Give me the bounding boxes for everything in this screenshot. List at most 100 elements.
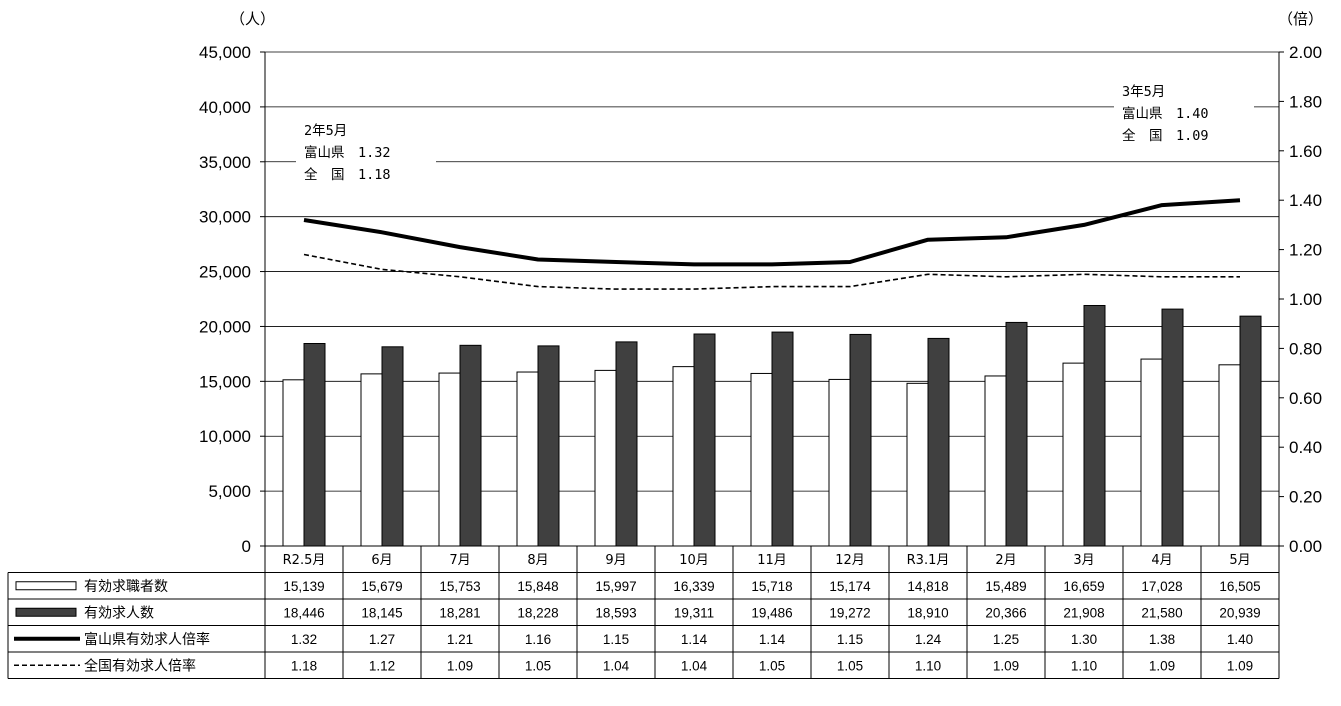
table-cell: 1.05 [525,658,551,673]
data-table: R2.5月 6月 7月 8月 9月 10月 11月 12月 R3.1月 2月 3月 4月 5月有効求職者… [7,545,1280,679]
table-cell: 1.21 [447,632,473,647]
left-tick-label: 15,000 [199,372,251,391]
table-cell: 15,489 [985,579,1026,594]
annotation-box [296,119,436,191]
category-label: 7月 [449,553,470,568]
right-tick-label: 1.60 [1289,142,1322,161]
right-tick-label: 1.20 [1289,241,1322,260]
left-tick-label: 20,000 [199,317,251,336]
category-label: 12月 [835,553,865,568]
table-cell: 1.12 [369,658,395,673]
job-seekers-bar [1218,364,1241,547]
table-cell: 15,174 [829,579,871,594]
left-tick-label: 25,000 [199,263,251,282]
toyama-ratio-line [303,198,1241,267]
category-label: 2月 [995,553,1016,568]
job-openings-bar [849,333,872,547]
table-cell: 15,753 [439,579,480,594]
job-seekers-bar [750,372,773,547]
row-label: 有効求人数 [84,605,154,621]
job-seekers-bar [1062,362,1085,547]
legend-key-seekers [15,581,77,591]
job-openings-bar [1239,315,1262,547]
right-tick-label: 0.00 [1289,537,1322,556]
left-tick-label: 40,000 [199,98,251,117]
table-cell: 18,446 [283,605,324,620]
right-tick-label: 0.40 [1289,438,1322,457]
job-seekers-bar [906,382,929,547]
table-cell: 1.24 [915,632,942,647]
table-cell: 18,145 [361,605,402,620]
table-cell: 1.05 [837,658,863,673]
table-cell: 16,659 [1063,579,1104,594]
ratio-lines [303,198,1241,290]
table-cell: 21,580 [1141,605,1182,620]
category-label: 8月 [527,553,548,568]
annotation-text: 全 国 1.09 [1122,127,1209,144]
table-cell: 18,593 [595,605,636,620]
annotation-text: 富山県 1.40 [1122,105,1209,122]
job-openings-bar [1005,321,1028,547]
category-label: 3月 [1073,553,1094,568]
table-cell: 1.05 [759,658,785,673]
table-cell: 15,679 [361,579,402,594]
annotation-box [1114,80,1254,152]
table-cell: 1.25 [993,632,1019,647]
category-label: R3.1月 [907,553,950,568]
table-cell: 19,311 [674,605,714,620]
table-cell: 14,818 [907,579,948,594]
annotation-text: 富山県 1.32 [304,144,391,161]
annotation-text: 3年5月 [1122,84,1165,100]
table-cell: 20,366 [985,605,1026,620]
job-openings-bar [303,343,326,547]
table-cell: 1.40 [1227,632,1253,647]
left-tick-label: 10,000 [199,427,251,446]
table-cell: 16,505 [1219,579,1260,594]
left-axis-unit: （人） [230,10,275,28]
table-cell: 18,281 [439,605,480,620]
right-tick-label: 0.20 [1289,488,1322,507]
job-seekers-bar [516,371,539,547]
right-axis-unit: （倍） [1278,10,1323,28]
table-cell: 1.18 [291,658,317,673]
right-tick-label: 0.80 [1289,339,1322,358]
right-tick-label: 0.60 [1289,389,1322,408]
table-cell: 18,228 [517,605,558,620]
left-tick-label: 45,000 [199,43,251,62]
table-cell: 21,908 [1063,605,1104,620]
category-label: 10月 [679,553,709,568]
job-openings-bar [459,344,482,547]
job-seekers-bar [672,366,695,547]
table-cell: 19,272 [829,605,870,620]
job-openings-bar [615,341,638,547]
job-seekers-bar [594,369,617,547]
annotation-text: 全 国 1.18 [304,166,391,183]
category-label: 11月 [757,553,787,568]
left-tick-label: 35,000 [199,153,251,172]
table-cell: 1.09 [447,658,473,673]
table-cell: 1.04 [681,658,708,673]
job-openings-bar [771,331,794,547]
table-cell: 17,028 [1141,579,1182,594]
table-cell: 1.14 [681,632,708,647]
table-cell: 1.10 [915,658,941,673]
job-openings-bar [693,333,716,547]
table-cell: 1.09 [1149,658,1175,673]
table-cell: 19,486 [751,605,792,620]
left-tick-label: 30,000 [199,208,251,227]
category-label: 6月 [371,553,392,568]
table-cell: 15,139 [283,579,324,594]
table-cell: 1.15 [837,632,863,647]
legend-key-openings [15,607,77,617]
job-seekers-bar [360,373,383,547]
left-tick-label: 0 [242,537,251,556]
category-label: R2.5月 [283,553,326,568]
table-cell: 1.27 [369,632,395,647]
table-cell: 1.15 [603,632,629,647]
job-seekers-bar [438,372,461,547]
row-label: 富山県有効求人倍率 [84,631,210,648]
right-tick-label: 2.00 [1289,43,1322,62]
job-openings-bar [1161,308,1184,547]
